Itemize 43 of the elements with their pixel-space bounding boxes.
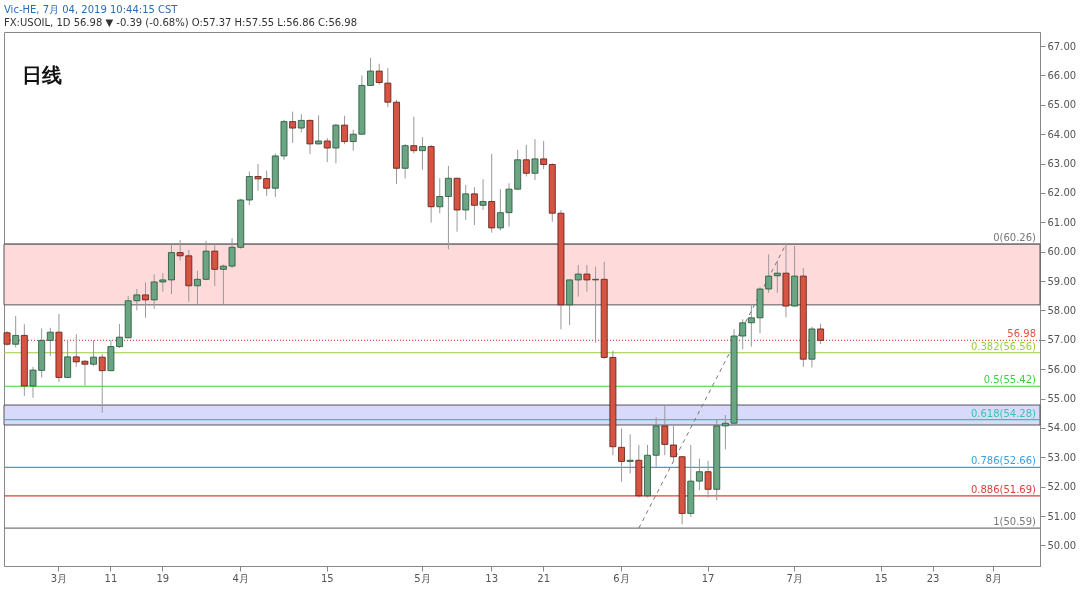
annotation: 日线 [22,63,62,87]
y-tick-label: 56.00 [1047,363,1077,375]
ref-line-label: 0.786(52.66) [970,455,1037,467]
y-tick-label: 67.00 [1047,40,1077,52]
x-tick-label: 11 [104,572,118,584]
y-tick-label: 57.00 [1047,334,1077,346]
y-tick-label: 51.00 [1047,510,1077,522]
chart-subtitle: FX:USOIL, 1D 56.98 ▼ -0.39 (-0.68%) O:57.37 H:57.55 L:56.86 C:56.98 [4,17,358,28]
x-tick-label: 19 [156,572,170,584]
y-tick-label: 52.00 [1047,481,1077,493]
y-tick-label: 58.00 [1047,304,1077,316]
y-tick-label: 63.00 [1047,158,1077,170]
x-tick-label: 7月 [786,572,803,584]
y-tick-label: 61.00 [1047,216,1077,228]
x-tick-label: 15 [320,572,334,584]
ref-line-label: 0.5(55.42) [983,374,1037,386]
ref-line-label: 0.618(54.28) [970,407,1037,419]
ref-line-label: 1(50.59) [993,516,1037,528]
y-tick-label: 55.00 [1047,393,1077,405]
y-tick-label: 53.00 [1047,451,1077,463]
y-tick-label: 65.00 [1047,99,1077,111]
y-tick-label: 59.00 [1047,275,1077,287]
ref-line-label: 0(60.26) [993,232,1037,244]
ref-line-label: 0.382(56.56) [970,340,1037,352]
x-tick-label: 5月 [414,572,431,584]
x-tick-label: 15 [874,572,888,584]
ref-line-label: 0.886(51.69) [970,483,1037,495]
x-tick-label: 8月 [985,572,1002,584]
y-tick-label: 62.00 [1047,187,1077,199]
x-tick-label: 6月 [613,572,630,584]
x-tick-label: 4月 [232,572,249,584]
x-tick-label: 21 [537,572,550,584]
x-tick-label: 3月 [50,572,68,584]
y-tick-label: 66.00 [1047,69,1077,81]
x-tick-label: 23 [926,572,940,584]
ref-line-label: 56.98 [1007,328,1036,340]
y-tick-label: 50.00 [1047,539,1077,551]
chart-title: Vic-HE, 7月 04, 2019 10:44:15 CST [4,4,179,15]
x-tick-label: 17 [701,572,715,584]
y-tick-label: 54.00 [1047,422,1077,434]
x-tick-label: 13 [485,572,499,584]
y-tick-label: 60.00 [1047,246,1077,258]
y-tick-label: 64.00 [1047,128,1077,140]
